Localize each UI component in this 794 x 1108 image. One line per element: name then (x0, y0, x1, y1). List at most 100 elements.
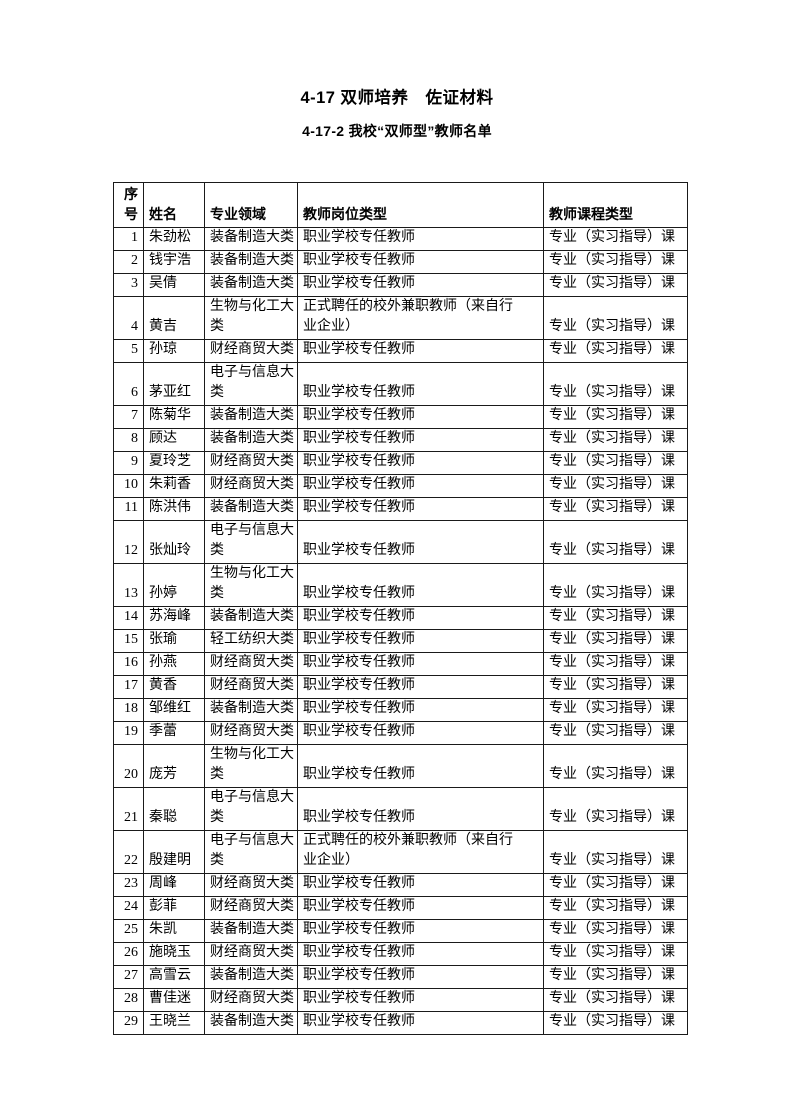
cell-serial-number: 11 (113, 497, 144, 521)
cell-course-type: 专业（实习指导）课 (543, 675, 688, 699)
table-row: 17 黄香 财经商贸大类 职业学校专任教师 专业（实习指导）课 (113, 675, 688, 699)
cell-serial-number: 18 (113, 698, 144, 722)
cell-course-type: 专业（实习指导）课 (543, 250, 688, 274)
cell-major-field: 财经商贸大类 (204, 873, 298, 897)
table-row: 24 彭菲 财经商贸大类 职业学校专任教师 专业（实习指导）课 (113, 896, 688, 920)
cell-major-field: 财经商贸大类 (204, 988, 298, 1012)
cell-teacher-name: 施晓玉 (143, 942, 205, 966)
column-header-field: 专业领域 (204, 182, 298, 228)
cell-serial-number: 29 (113, 1011, 144, 1035)
table-row: 21 秦聪 电子与信息大类 职业学校专任教师 专业（实习指导）课 (113, 787, 688, 831)
cell-teacher-name: 张瑜 (143, 629, 205, 653)
cell-serial-number: 6 (113, 362, 144, 406)
table-row: 12 张灿玲 电子与信息大类 职业学校专任教师 专业（实习指导）课 (113, 520, 688, 564)
table-row: 6 茅亚红 电子与信息大类 职业学校专任教师 专业（实习指导）课 (113, 362, 688, 406)
table-row: 26 施晓玉 财经商贸大类 职业学校专任教师 专业（实习指导）课 (113, 942, 688, 966)
page-subtitle: 4-17-2 我校“双师型”教师名单 (302, 123, 492, 139)
cell-teacher-name: 秦聪 (143, 787, 205, 831)
cell-course-type: 专业（实习指导）课 (543, 919, 688, 943)
table-row: 29 王晓兰 装备制造大类 职业学校专任教师 专业（实习指导）课 (113, 1011, 688, 1035)
cell-major-field: 财经商贸大类 (204, 942, 298, 966)
cell-course-type: 专业（实习指导）课 (543, 629, 688, 653)
cell-position-type: 职业学校专任教师 (297, 606, 544, 630)
cell-course-type: 专业（实习指导）课 (543, 296, 688, 340)
table-header: 序号 姓名 专业领域 教师岗位类型 教师课程类型 (113, 182, 688, 228)
cell-serial-number: 26 (113, 942, 144, 966)
table-row: 2 钱宇浩 装备制造大类 职业学校专任教师 专业（实习指导）课 (113, 250, 688, 274)
cell-course-type: 专业（实习指导）课 (543, 227, 688, 251)
cell-major-field: 财经商贸大类 (204, 451, 298, 475)
cell-position-type: 职业学校专任教师 (297, 896, 544, 920)
cell-serial-number: 8 (113, 428, 144, 452)
cell-position-type: 职业学校专任教师 (297, 942, 544, 966)
cell-serial-number: 1 (113, 227, 144, 251)
column-header-course: 教师课程类型 (543, 182, 688, 228)
cell-position-type: 职业学校专任教师 (297, 273, 544, 297)
cell-serial-number: 19 (113, 721, 144, 745)
cell-major-field: 财经商贸大类 (204, 474, 298, 498)
cell-position-type: 职业学校专任教师 (297, 988, 544, 1012)
cell-teacher-name: 朱凯 (143, 919, 205, 943)
cell-major-field: 装备制造大类 (204, 250, 298, 274)
cell-course-type: 专业（实习指导）课 (543, 362, 688, 406)
table-row: 16 孙燕 财经商贸大类 职业学校专任教师 专业（实习指导）课 (113, 652, 688, 676)
cell-major-field: 装备制造大类 (204, 405, 298, 429)
cell-position-type: 职业学校专任教师 (297, 250, 544, 274)
cell-major-field: 装备制造大类 (204, 698, 298, 722)
cell-course-type: 专业（实习指导）课 (543, 606, 688, 630)
cell-course-type: 专业（实习指导）课 (543, 474, 688, 498)
cell-major-field: 电子与信息大类 (204, 362, 298, 406)
cell-teacher-name: 殷建明 (143, 830, 205, 874)
cell-serial-number: 23 (113, 873, 144, 897)
cell-position-type: 职业学校专任教师 (297, 652, 544, 676)
cell-course-type: 专业（实习指导）课 (543, 405, 688, 429)
cell-teacher-name: 黄吉 (143, 296, 205, 340)
cell-teacher-name: 吴倩 (143, 273, 205, 297)
cell-course-type: 专业（实习指导）课 (543, 965, 688, 989)
cell-position-type: 职业学校专任教师 (297, 451, 544, 475)
cell-course-type: 专业（实习指导）课 (543, 698, 688, 722)
cell-teacher-name: 朱莉香 (143, 474, 205, 498)
cell-major-field: 生物与化工大类 (204, 296, 298, 340)
cell-teacher-name: 王晓兰 (143, 1011, 205, 1035)
table-header-row: 序号 姓名 专业领域 教师岗位类型 教师课程类型 (113, 182, 688, 228)
cell-teacher-name: 孙婷 (143, 563, 205, 607)
cell-course-type: 专业（实习指导）课 (543, 830, 688, 874)
cell-serial-number: 15 (113, 629, 144, 653)
cell-course-type: 专业（实习指导）课 (543, 942, 688, 966)
cell-serial-number: 17 (113, 675, 144, 699)
cell-course-type: 专业（实习指导）课 (543, 787, 688, 831)
cell-teacher-name: 陈洪伟 (143, 497, 205, 521)
cell-major-field: 电子与信息大类 (204, 830, 298, 874)
cell-serial-number: 9 (113, 451, 144, 475)
cell-course-type: 专业（实习指导）课 (543, 721, 688, 745)
cell-position-type: 职业学校专任教师 (297, 1011, 544, 1035)
cell-course-type: 专业（实习指导）课 (543, 273, 688, 297)
table-row: 4 黄吉 生物与化工大类 正式聘任的校外兼职教师（来自行业企业） 专业（实习指导… (113, 296, 688, 340)
table-row: 22 殷建明 电子与信息大类 正式聘任的校外兼职教师（来自行业企业） 专业（实习… (113, 830, 688, 874)
cell-serial-number: 5 (113, 339, 144, 363)
cell-teacher-name: 顾达 (143, 428, 205, 452)
cell-major-field: 财经商贸大类 (204, 721, 298, 745)
cell-serial-number: 28 (113, 988, 144, 1012)
cell-serial-number: 24 (113, 896, 144, 920)
column-header-position: 教师岗位类型 (297, 182, 544, 228)
cell-serial-number: 25 (113, 919, 144, 943)
cell-course-type: 专业（实习指导）课 (543, 520, 688, 564)
table-row: 3 吴倩 装备制造大类 职业学校专任教师 专业（实习指导）课 (113, 273, 688, 297)
cell-teacher-name: 茅亚红 (143, 362, 205, 406)
table-row: 15 张瑜 轻工纺织大类 职业学校专任教师 专业（实习指导）课 (113, 629, 688, 653)
cell-teacher-name: 周峰 (143, 873, 205, 897)
table-row: 10 朱莉香 财经商贸大类 职业学校专任教师 专业（实习指导）课 (113, 474, 688, 498)
cell-teacher-name: 黄香 (143, 675, 205, 699)
cell-position-type: 职业学校专任教师 (297, 362, 544, 406)
cell-major-field: 财经商贸大类 (204, 675, 298, 699)
cell-teacher-name: 庞芳 (143, 744, 205, 788)
cell-position-type: 职业学校专任教师 (297, 497, 544, 521)
cell-course-type: 专业（实习指导）课 (543, 563, 688, 607)
cell-teacher-name: 张灿玲 (143, 520, 205, 564)
cell-serial-number: 22 (113, 830, 144, 874)
cell-position-type: 职业学校专任教师 (297, 675, 544, 699)
cell-course-type: 专业（实习指导）课 (543, 896, 688, 920)
